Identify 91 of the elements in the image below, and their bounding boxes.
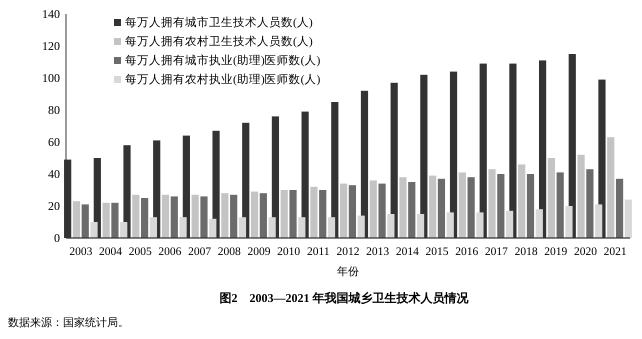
bar [616, 178, 624, 238]
bar [289, 190, 297, 238]
source-note: 数据来源：国家统计局。 [8, 316, 129, 329]
bar [438, 178, 446, 238]
bar [260, 193, 267, 238]
x-tick-label: 2014 [396, 246, 420, 258]
bar [607, 137, 614, 238]
x-tick-label: 2007 [188, 246, 212, 258]
bar [319, 190, 326, 238]
bar [268, 217, 276, 238]
x-tick-label: 2010 [277, 246, 300, 258]
legend-label: 每万人拥有城市执业(助理)医师数(人) [125, 53, 320, 67]
bar [488, 169, 496, 238]
x-tick-label: 2017 [484, 246, 508, 258]
bar [526, 174, 534, 238]
bar [378, 184, 386, 238]
bar [298, 217, 306, 238]
x-tick-label: 2006 [158, 246, 182, 258]
bar [586, 169, 594, 238]
bar [72, 201, 80, 238]
bar [132, 194, 140, 238]
bar [458, 172, 466, 238]
bar [150, 217, 158, 238]
bar [518, 164, 526, 238]
bar [310, 186, 318, 238]
bar [328, 217, 336, 238]
x-axis-title: 年份 [337, 266, 359, 278]
y-tick-label: 120 [42, 39, 60, 53]
bar [416, 214, 424, 238]
bar [170, 196, 178, 238]
bar [399, 177, 407, 238]
bar [141, 198, 148, 238]
bar [370, 180, 377, 238]
bar [340, 184, 348, 238]
x-tick-label: 2004 [99, 246, 122, 258]
bar [120, 222, 128, 238]
bar [179, 217, 187, 238]
y-tick-label: 80 [48, 103, 60, 117]
x-tick-label: 2019 [544, 246, 568, 258]
bar [497, 174, 504, 238]
bar [408, 182, 416, 238]
y-tick-label: 20 [48, 199, 60, 213]
bar [209, 218, 216, 238]
bar [280, 190, 288, 238]
x-tick-label: 2005 [128, 246, 152, 258]
bar [358, 216, 365, 238]
x-tick-label: 2021 [604, 246, 627, 258]
bar [162, 194, 170, 238]
bar [102, 202, 110, 238]
bar [536, 209, 543, 238]
y-tick-label: 60 [48, 135, 60, 149]
bar [250, 192, 258, 238]
bar [429, 176, 436, 238]
bar [468, 177, 475, 238]
bar [82, 204, 89, 238]
bar [111, 202, 119, 238]
x-tick-label: 2016 [455, 246, 478, 258]
legend-label: 每万人拥有农村卫生技术人员数(人) [125, 35, 313, 48]
bar [595, 204, 602, 238]
x-tick-label: 2011 [307, 246, 330, 258]
x-tick-label: 2015 [426, 246, 449, 258]
bar [200, 196, 208, 238]
bar [192, 194, 199, 238]
bar [221, 193, 228, 238]
y-tick-label: 100 [42, 71, 60, 85]
x-tick-label: 2009 [247, 246, 271, 258]
y-tick-label: 0 [54, 231, 60, 245]
bar [348, 185, 356, 238]
bar [446, 212, 454, 238]
y-tick-label: 140 [42, 7, 60, 21]
y-tick-label: 40 [48, 167, 60, 181]
x-tick-label: 2003 [69, 246, 93, 258]
bar [387, 214, 394, 238]
legend-label: 每万人拥有农村执业(助理)医师数(人) [125, 73, 320, 86]
x-tick-label: 2008 [218, 246, 242, 258]
x-tick-label: 2018 [514, 246, 538, 258]
bar [577, 154, 585, 238]
bar [238, 217, 246, 238]
bar [624, 200, 632, 238]
x-tick-label: 2012 [336, 246, 360, 258]
bar [506, 210, 514, 238]
bar [565, 206, 573, 238]
bar [556, 172, 564, 238]
bar [476, 212, 484, 238]
bar [230, 194, 238, 238]
text: 图2 2003—2021 年我国城乡卫生技术人员情况 [220, 291, 470, 305]
legend-label: 每万人拥有城市卫生技术人员数(人) [125, 15, 313, 29]
x-tick-label: 2013 [366, 246, 390, 258]
bar [548, 158, 555, 238]
bar [90, 222, 98, 238]
x-tick-label: 2020 [574, 246, 598, 258]
